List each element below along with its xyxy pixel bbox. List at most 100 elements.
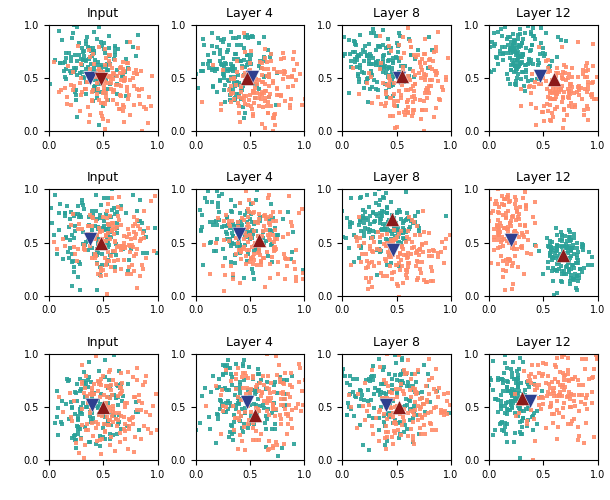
Point [501,256,511,264]
Point [349,258,359,266]
Point [397,262,407,270]
Point [392,388,402,396]
Point [229,222,239,230]
Point [279,376,289,384]
Point [232,223,242,231]
Point [89,48,99,56]
Point [107,74,117,82]
Point [517,400,526,408]
Point [574,84,584,92]
Point [420,50,430,58]
Point [383,226,393,234]
Point [385,252,395,260]
Point [77,62,87,70]
Point [247,386,257,394]
Point [317,69,327,77]
Point [89,84,99,92]
Point [245,66,255,74]
Point [253,250,262,258]
Point [408,108,418,116]
Point [559,399,569,407]
Point [67,404,77,411]
Point [419,362,429,370]
Point [377,225,387,233]
Point [232,376,242,384]
Point [390,350,400,358]
Point [353,51,363,59]
Point [403,208,412,216]
Point [57,36,66,44]
Point [272,68,282,76]
Point [253,232,263,240]
Point [212,187,221,195]
Point [381,404,391,411]
Point [511,47,520,55]
Point [135,272,145,280]
Point [579,110,589,118]
Point [384,71,394,79]
Point [256,258,266,266]
Point [58,255,68,263]
Point [79,74,88,82]
Point [230,50,240,58]
Point [536,404,546,412]
Point [489,236,499,244]
Point [366,396,376,404]
Point [395,376,405,384]
Point [415,244,425,252]
Point [551,266,561,274]
Point [102,194,112,202]
Point [533,68,543,76]
Point [204,188,213,196]
Point [544,388,553,396]
Point [243,246,253,254]
Point [56,86,66,94]
Point [564,234,574,241]
Point [240,33,250,41]
Point [248,87,258,95]
Point [530,198,540,205]
Point [265,93,274,101]
Point [371,84,381,92]
Point [256,256,265,264]
Point [383,410,393,418]
Point [526,30,536,38]
Point [241,129,251,137]
Point [221,228,231,235]
Point [432,42,442,50]
Point [387,64,396,72]
Point [84,46,94,54]
Point [244,396,254,404]
Point [397,356,407,364]
Point [558,243,567,251]
Point [392,210,402,218]
Point [384,216,393,224]
Point [94,96,104,104]
Point [110,248,120,256]
Point [517,242,526,250]
Point [380,226,390,234]
Point [263,467,273,475]
Point [346,194,356,202]
Point [122,82,132,90]
Point [361,214,371,222]
Point [493,216,503,224]
Point [84,246,93,254]
Point [218,407,228,415]
Point [551,224,561,232]
Point [360,48,370,56]
Point [93,58,102,66]
Point [396,228,406,236]
Point [132,284,142,292]
Point [104,384,114,392]
Point [94,368,104,376]
Point [545,94,554,102]
Point [98,400,107,408]
Point [377,212,387,220]
Point [558,404,568,411]
Point [107,194,117,202]
Point [480,368,490,376]
Point [204,57,213,65]
Point [390,242,400,250]
Point [419,70,429,78]
